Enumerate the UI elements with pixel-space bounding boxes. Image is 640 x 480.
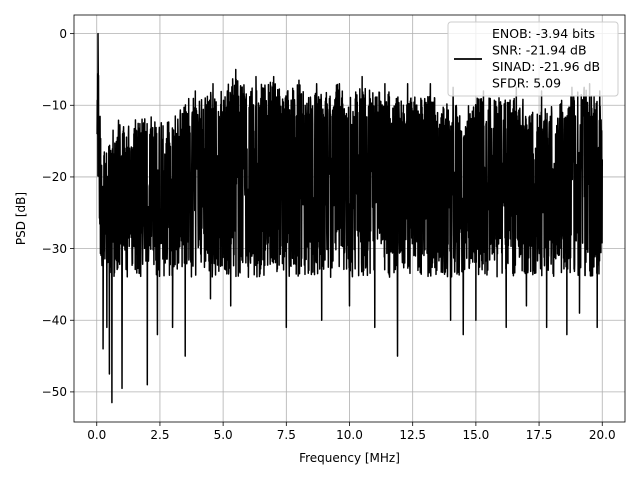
legend-box bbox=[447, 21, 619, 97]
legend-entry-text: SFDR: 5.09 bbox=[492, 76, 561, 91]
x-tick-label: 15.0 bbox=[463, 428, 490, 442]
x-tick-label: 0.0 bbox=[87, 428, 106, 442]
x-tick-label: 5.0 bbox=[214, 428, 233, 442]
legend-entry-text: ENOB: -3.94 bits bbox=[492, 26, 595, 41]
y-tick-label: −50 bbox=[42, 385, 67, 399]
y-tick-label: −40 bbox=[42, 314, 67, 328]
x-axis-label: Frequency [MHz] bbox=[299, 451, 400, 465]
series-group bbox=[96, 32, 603, 404]
axis-ticks: 0.0 2.5 5.0 7.5 10.0 12.5 15.0 17.5 20.0 0 −10 −20 −… bbox=[42, 27, 616, 442]
x-tick-label: 17.5 bbox=[526, 428, 553, 442]
x-tick-label: 10.0 bbox=[336, 428, 363, 442]
x-tick-label: 2.5 bbox=[150, 428, 169, 442]
x-tick-label: 20.0 bbox=[589, 428, 616, 442]
y-tick-label: −10 bbox=[42, 99, 67, 113]
y-tick-label: 0 bbox=[59, 27, 67, 41]
legend-entry-text: SNR: -21.94 dB bbox=[492, 43, 587, 58]
x-tick-label: 7.5 bbox=[277, 428, 296, 442]
y-tick-label: −30 bbox=[42, 242, 67, 256]
legend-entry-text: SINAD: -21.96 dB bbox=[492, 59, 600, 74]
y-axis-label: PSD [dB] bbox=[14, 192, 28, 245]
psd-series-line bbox=[96, 32, 603, 404]
y-tick-label: −20 bbox=[42, 170, 67, 184]
x-tick-label: 12.5 bbox=[399, 428, 426, 442]
